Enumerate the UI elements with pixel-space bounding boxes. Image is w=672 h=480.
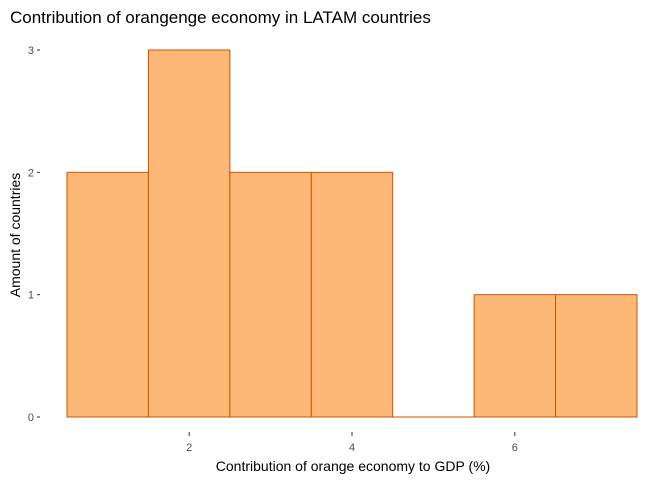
y-axis-label: Amount of countries (7, 173, 23, 298)
y-tick-label: 3 (28, 45, 34, 57)
histogram-bar (147, 49, 231, 418)
x-tick-label: 6 (512, 442, 518, 454)
x-axis: 2 4 6 (186, 432, 518, 454)
histogram-bar (229, 171, 312, 418)
x-tick-label: 4 (349, 442, 355, 454)
y-axis: 0 1 2 3 (28, 45, 40, 424)
histogram-bar (66, 171, 149, 418)
histogram-bar (473, 294, 557, 418)
chart-title: Contribution of orangenge economy in LAT… (10, 8, 431, 27)
histogram-bar (555, 294, 638, 418)
y-tick-label: 2 (28, 167, 34, 179)
histogram-bar (310, 171, 394, 418)
y-tick-label: 1 (28, 290, 34, 302)
x-tick-label: 2 (186, 442, 192, 454)
bars-group (66, 49, 638, 418)
y-tick-label: 0 (28, 412, 34, 424)
x-axis-label: Contribution of orange economy to GDP (%… (216, 458, 490, 474)
